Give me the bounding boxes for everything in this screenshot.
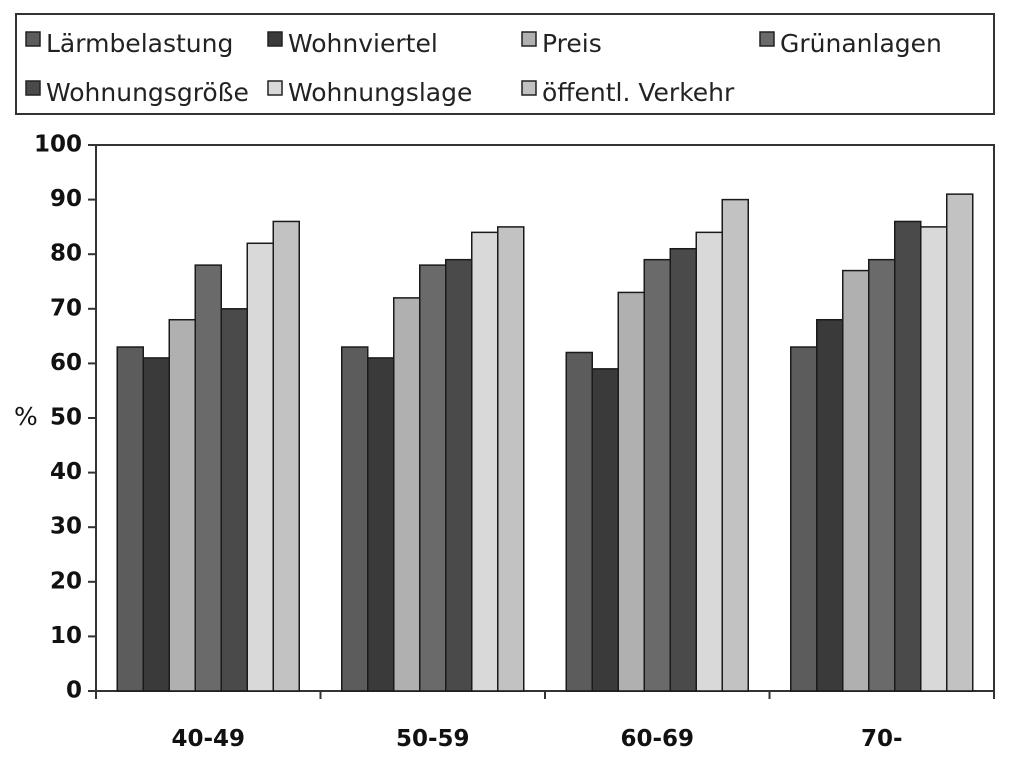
bar bbox=[471, 231, 499, 692]
legend-label: Wohnungslage bbox=[288, 78, 472, 107]
x-tick-label: 40-49 bbox=[171, 726, 245, 752]
legend-swatch bbox=[759, 31, 775, 47]
bar bbox=[816, 318, 844, 692]
x-tick-label: 50-59 bbox=[396, 726, 470, 752]
legend-swatch bbox=[25, 31, 41, 47]
legend-label: Lärmbelastung bbox=[46, 29, 233, 58]
bar bbox=[272, 220, 300, 692]
bar bbox=[168, 318, 196, 692]
legend-label: öffentl. Verkehr bbox=[542, 78, 735, 107]
y-tick-label: 70 bbox=[50, 295, 82, 321]
legend-swatch bbox=[521, 80, 537, 96]
bar bbox=[445, 258, 473, 692]
y-tick-label: 60 bbox=[50, 350, 82, 376]
y-tick-label: 30 bbox=[50, 514, 82, 540]
bar bbox=[868, 258, 896, 692]
y-tick-label: 40 bbox=[50, 459, 82, 485]
x-tick-label: 60-69 bbox=[620, 726, 694, 752]
bar bbox=[194, 264, 222, 692]
bar bbox=[842, 269, 870, 692]
bar bbox=[669, 247, 697, 692]
bar bbox=[393, 297, 421, 692]
legend-swatch bbox=[267, 31, 283, 47]
bar bbox=[643, 258, 671, 692]
bar bbox=[419, 264, 447, 692]
legend-swatch bbox=[267, 80, 283, 96]
y-tick-label: 10 bbox=[50, 623, 82, 649]
y-axis-title: % bbox=[14, 402, 38, 431]
legend-swatch bbox=[521, 31, 537, 47]
legend-swatch bbox=[25, 80, 41, 96]
bar bbox=[220, 308, 248, 692]
y-tick-label: 80 bbox=[50, 241, 82, 267]
bar bbox=[497, 226, 525, 692]
y-tick-label: 0 bbox=[66, 678, 82, 704]
legend-label: Wohnungsgröße bbox=[46, 78, 249, 107]
y-tick-label: 90 bbox=[50, 186, 82, 212]
legend: Lärmbelastung Wohnviertel Preis Grünanlagen… bbox=[15, 13, 995, 115]
bar bbox=[617, 291, 645, 692]
bar bbox=[367, 357, 395, 692]
bar bbox=[565, 351, 593, 692]
y-tick-label: 20 bbox=[50, 568, 82, 594]
x-tick-label: 70- bbox=[861, 726, 903, 752]
labels: 0 10 20 30 40 50 60 70 80 90 100% 40-49 50-59 60-69 70… bbox=[14, 132, 903, 753]
legend-label: Preis bbox=[542, 29, 602, 58]
bar bbox=[920, 226, 948, 692]
y-tick-label: 100 bbox=[34, 132, 82, 158]
legend-label: Grünanlagen bbox=[780, 29, 942, 58]
legend-box bbox=[15, 13, 995, 115]
bar bbox=[591, 368, 619, 692]
y-tick-label: 50 bbox=[50, 405, 82, 431]
bar bbox=[142, 357, 170, 692]
bar bbox=[695, 231, 723, 692]
bar bbox=[116, 346, 144, 692]
bar bbox=[246, 242, 274, 692]
legend-label: Wohnviertel bbox=[288, 29, 438, 58]
bar bbox=[946, 193, 974, 692]
bar bbox=[721, 198, 749, 692]
bar bbox=[341, 346, 369, 692]
bar bbox=[894, 220, 922, 692]
bar bbox=[790, 346, 818, 692]
bars bbox=[116, 193, 974, 692]
